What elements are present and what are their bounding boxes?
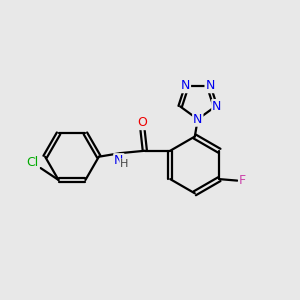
Text: N: N [212, 100, 222, 113]
Text: F: F [239, 174, 246, 187]
Text: Cl: Cl [26, 156, 39, 169]
Text: H: H [120, 160, 129, 170]
Text: N: N [181, 79, 190, 92]
Text: N: N [114, 154, 124, 167]
Text: N: N [193, 113, 203, 126]
Text: O: O [137, 116, 147, 129]
Text: N: N [206, 79, 215, 92]
